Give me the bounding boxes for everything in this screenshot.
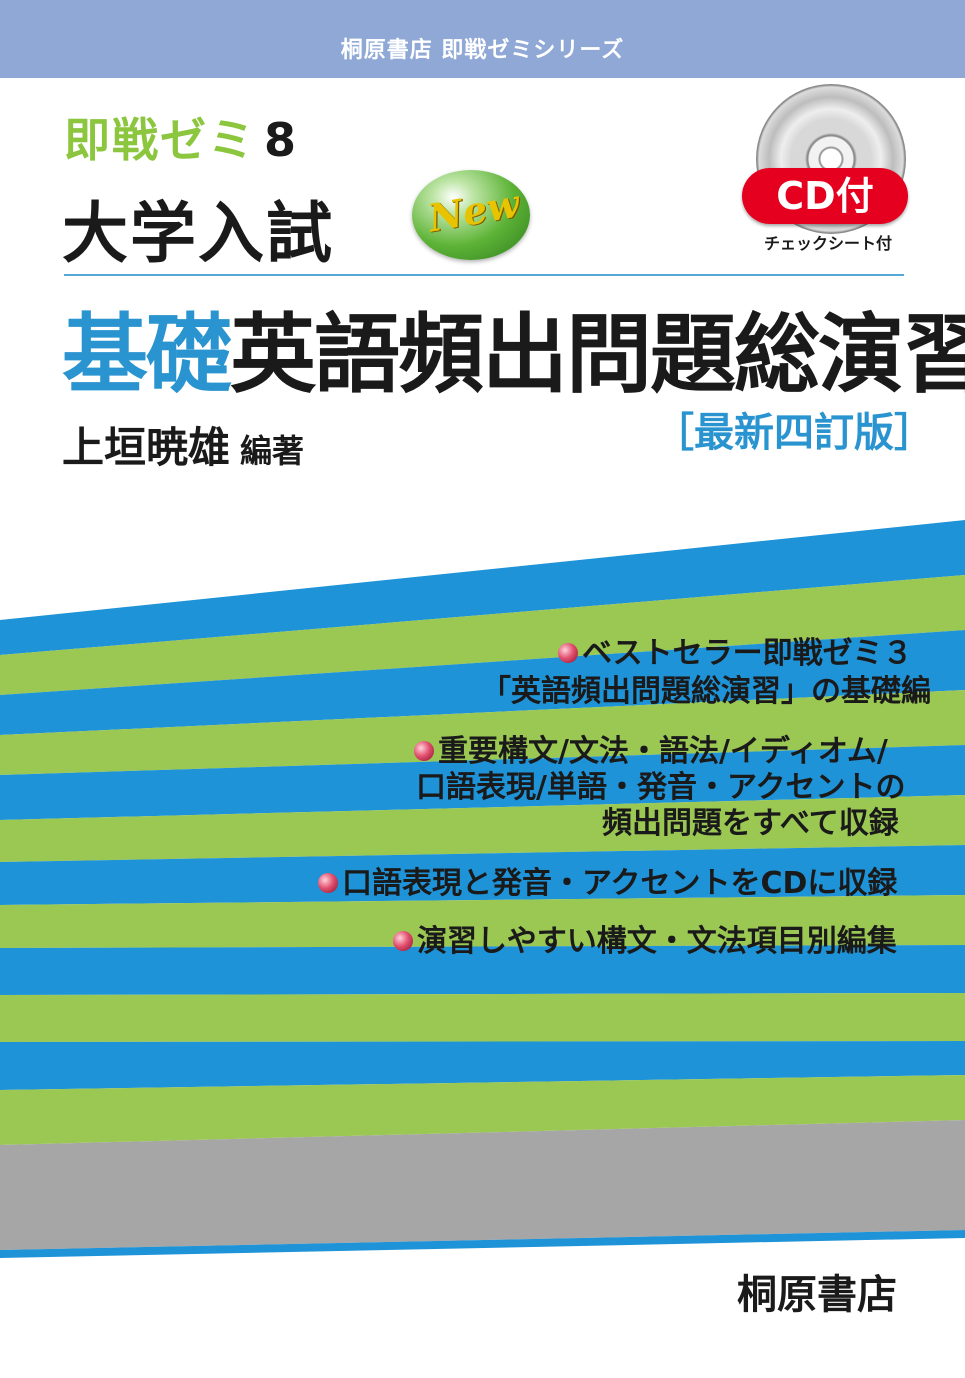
feature-2-line-1: 重要構文/文法・語法/イディオム/ bbox=[414, 734, 888, 770]
stripe-blue bbox=[0, 845, 965, 905]
stripe-green bbox=[0, 993, 965, 1042]
bullet-icon bbox=[393, 930, 413, 951]
book-title: 基礎英語頻出問題総演習 bbox=[62, 284, 965, 409]
stripe-green bbox=[0, 795, 965, 862]
author: 上垣暁雄 編著 bbox=[62, 414, 304, 475]
bullet-icon bbox=[318, 872, 338, 893]
feature-3: 口語表現と発音・アクセントをCDに収録 bbox=[318, 866, 897, 902]
stripe-green bbox=[0, 1075, 965, 1145]
top-band bbox=[0, 0, 965, 78]
exam-title: 大学入試 bbox=[62, 195, 334, 272]
feature-2-line-3: 頻出問題をすべて収録 bbox=[602, 806, 899, 841]
stripe-blue bbox=[0, 1041, 965, 1090]
stripe-blue bbox=[0, 945, 965, 995]
title-divider bbox=[64, 274, 904, 276]
title-main: 英語頻出問題総演習 bbox=[230, 305, 965, 405]
volume-label: 即戦ゼミ bbox=[64, 113, 256, 167]
stripe-blue bbox=[0, 1230, 965, 1258]
stripe-green bbox=[0, 575, 965, 695]
stripe-blue bbox=[0, 520, 965, 655]
edition-label: ［最新四訂版］ bbox=[654, 410, 934, 456]
stripe-green bbox=[0, 690, 965, 775]
author-name: 上垣暁雄 bbox=[62, 423, 231, 472]
check-sheet-note: チェックシート付 bbox=[763, 234, 892, 253]
title-highlight: 基礎 bbox=[62, 305, 232, 405]
stripe-green bbox=[0, 895, 965, 948]
stripe-blue bbox=[0, 630, 965, 735]
volume-number: 8 bbox=[264, 113, 299, 167]
series-volume: 即戦ゼミ 8 bbox=[64, 104, 298, 170]
feature-4: 演習しやすい構文・文法項目別編集 bbox=[393, 924, 897, 960]
new-badge: New bbox=[412, 170, 530, 260]
bullet-icon bbox=[414, 740, 434, 761]
publisher-name: 桐原書店 bbox=[737, 1272, 897, 1318]
cd-badge: CD付 bbox=[742, 168, 908, 224]
stripe-gray bbox=[0, 1120, 965, 1250]
new-badge-icon bbox=[412, 170, 530, 260]
feature-2-line-2: 口語表現/単語・発音・アクセントの bbox=[416, 770, 906, 805]
bullet-icon bbox=[558, 642, 578, 663]
series-label: 桐原書店 即戦ゼミシリーズ bbox=[340, 38, 625, 63]
feature-1-line-2: 「英語頻出問題総演習」の基礎編 bbox=[481, 674, 931, 709]
feature-1-line-1: ベストセラー即戦ゼミ３ bbox=[558, 636, 913, 672]
author-role: 編著 bbox=[240, 432, 305, 470]
